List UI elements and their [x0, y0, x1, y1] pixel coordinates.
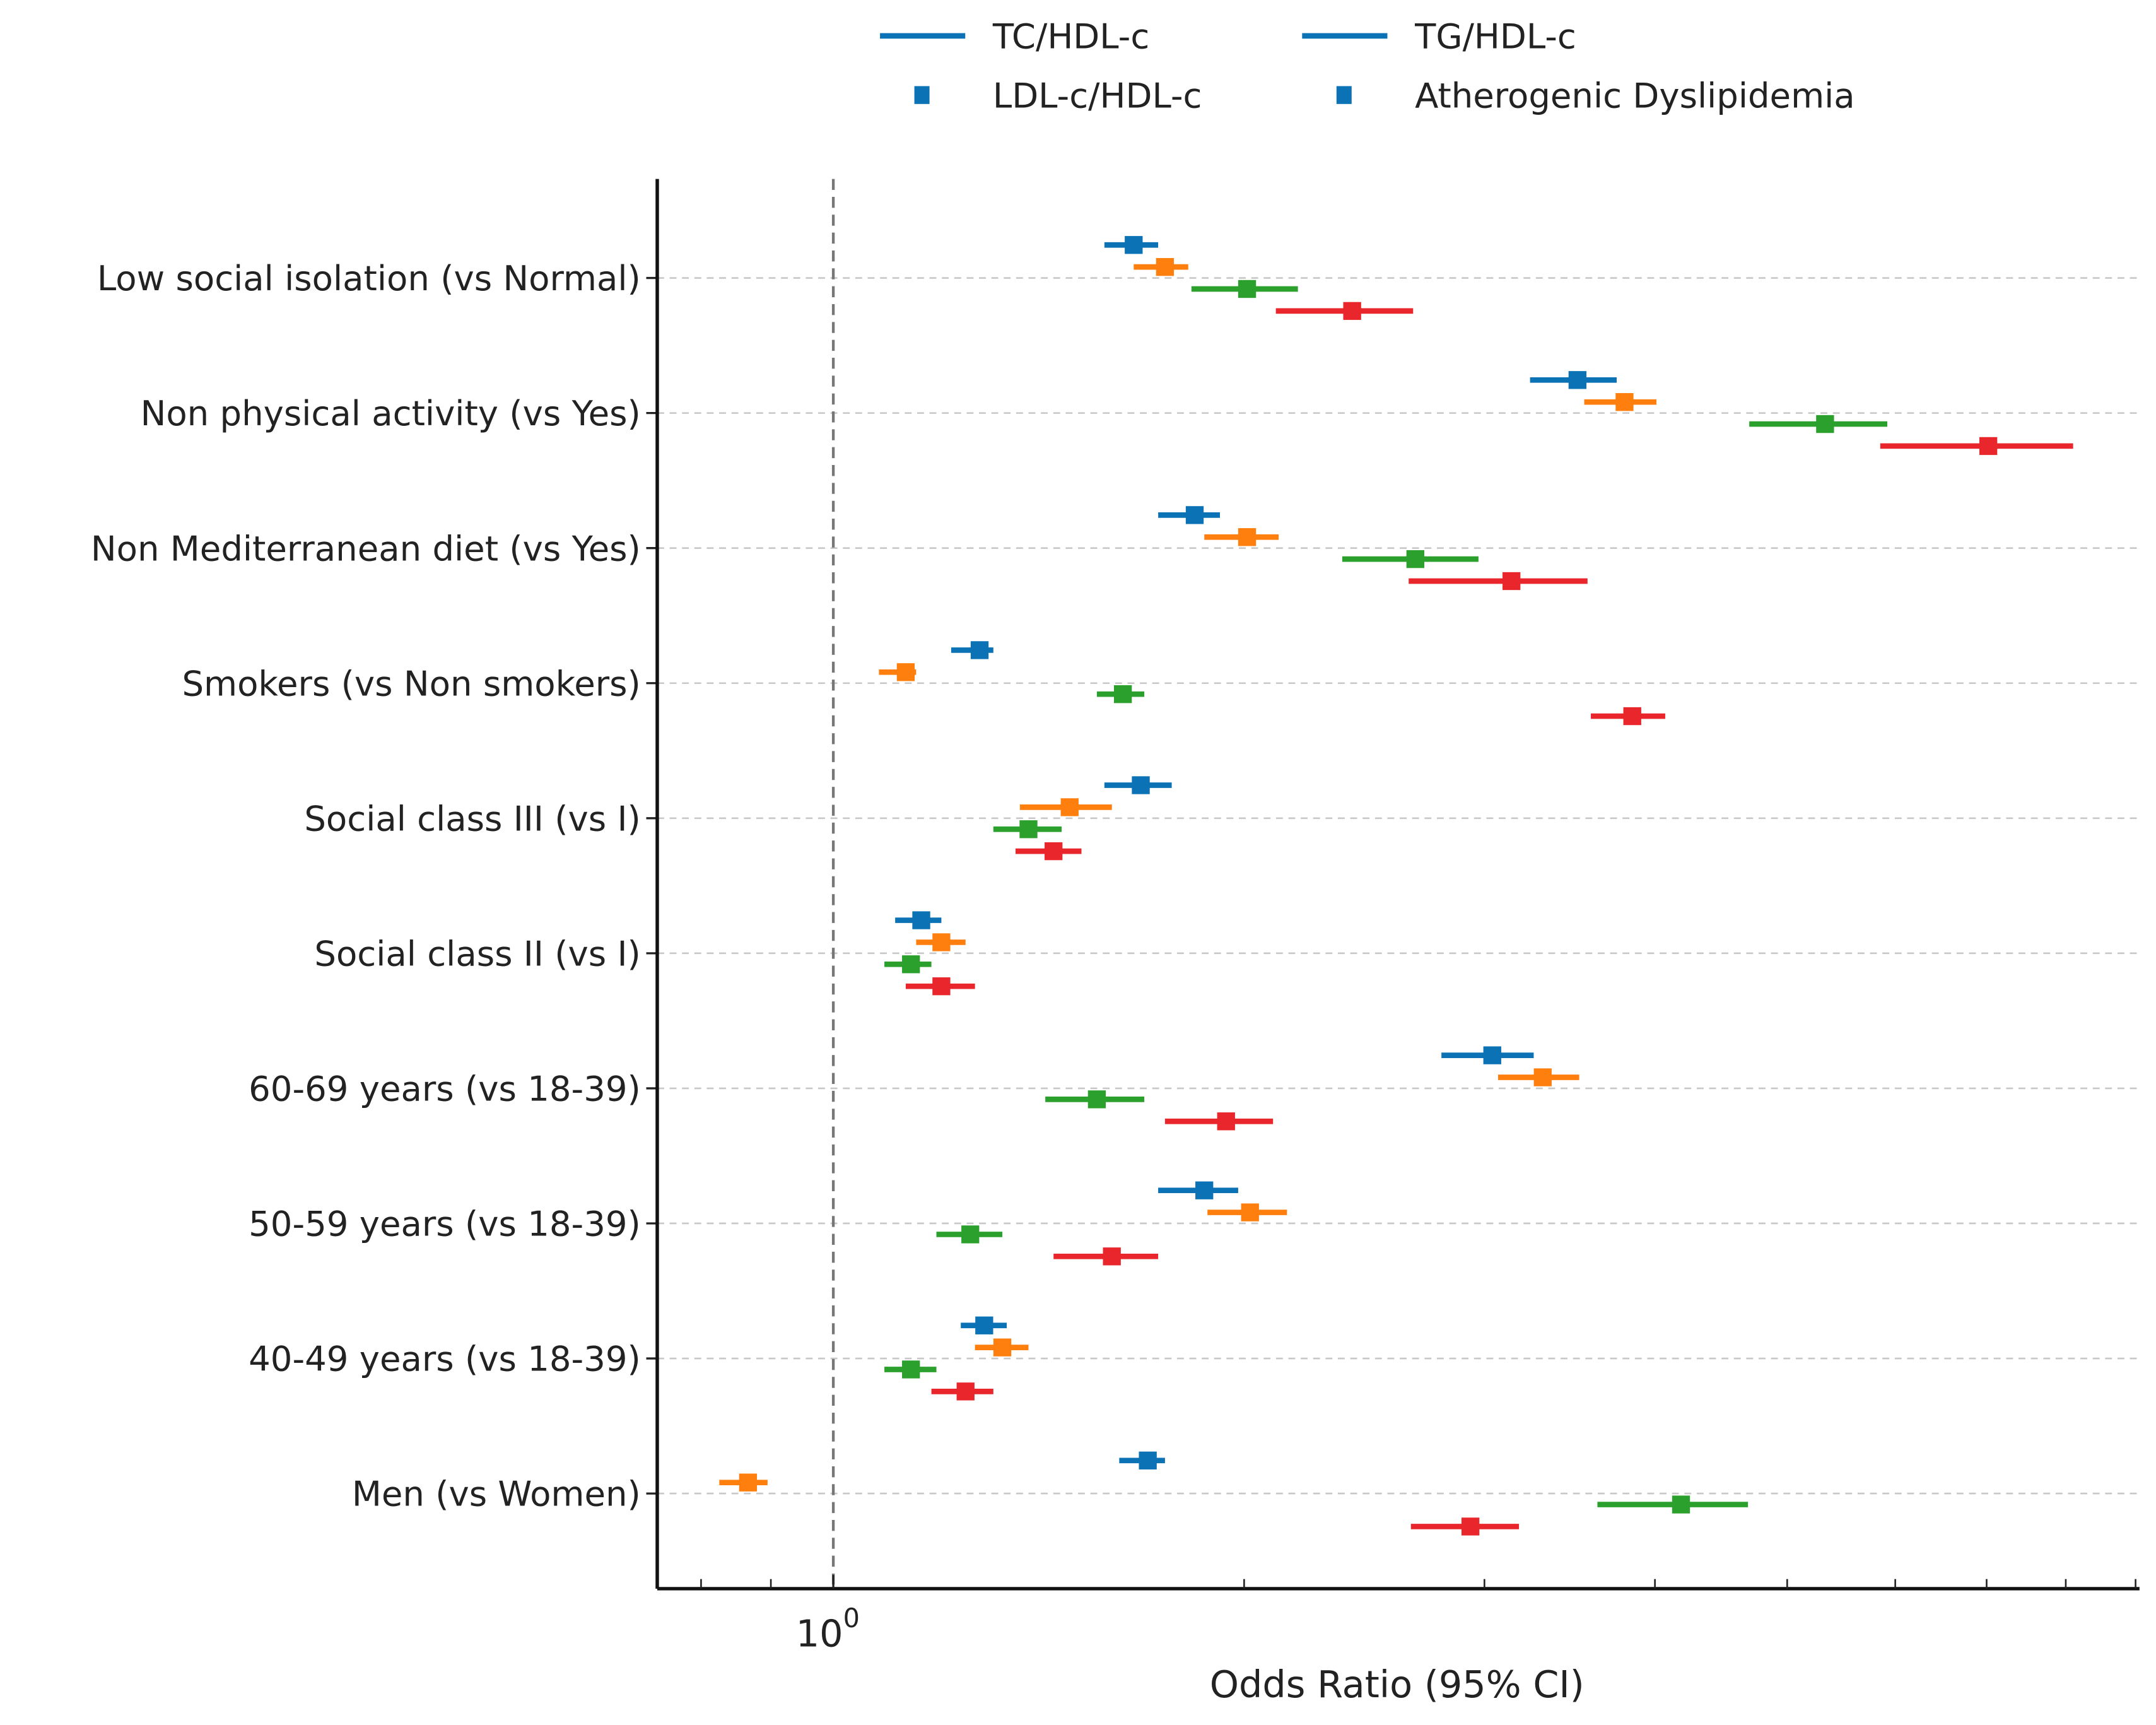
- or-point: [1060, 798, 1079, 816]
- legend-item: TC/HDL-c: [880, 16, 1149, 57]
- legend-item: Atherogenic Dyslipidemia: [1336, 75, 1855, 115]
- or-point: [1045, 842, 1063, 861]
- or-point: [1139, 1451, 1157, 1469]
- or-point: [1672, 1495, 1690, 1514]
- or-point: [902, 955, 920, 974]
- y-tick-label: Men (vs Women): [352, 1474, 641, 1514]
- or-point: [1623, 707, 1641, 726]
- or-point: [975, 1316, 993, 1334]
- or-point: [1343, 302, 1361, 321]
- y-tick-label: 40-49 years (vs 18-39): [249, 1339, 641, 1379]
- or-point: [1503, 572, 1521, 591]
- y-tick-label: Social class II (vs I): [314, 933, 640, 974]
- or-point: [1568, 371, 1587, 389]
- or-point: [1113, 685, 1132, 704]
- or-point: [1103, 1247, 1121, 1266]
- or-point: [896, 663, 915, 681]
- y-tick-label: Social class III (vs I): [304, 798, 640, 839]
- or-point: [912, 911, 930, 929]
- y-tick-label: 50-59 years (vs 18-39): [249, 1204, 641, 1244]
- or-point: [739, 1473, 758, 1492]
- legend-square-icon: [914, 86, 930, 104]
- x-axis-title: Odds Ratio (95% CI): [1210, 1663, 1585, 1706]
- or-point: [1461, 1517, 1480, 1536]
- or-point: [1195, 1181, 1214, 1199]
- legend: TC/HDL-c TG/HDL-c LDL-c/HDL-c Atherogenic D…: [880, 16, 1855, 115]
- grid-lines: [657, 179, 2140, 1589]
- y-tick-label: Non physical activity (vs Yes): [141, 393, 641, 433]
- or-point: [1238, 280, 1257, 298]
- or-point: [1132, 776, 1150, 794]
- or-point: [1156, 257, 1175, 276]
- or-point: [902, 1360, 920, 1379]
- or-point: [1241, 1203, 1259, 1222]
- or-point: [1217, 1112, 1235, 1131]
- or-point: [1185, 506, 1204, 524]
- or-point: [1483, 1046, 1501, 1064]
- legend-label: LDL-c/HDL-c: [993, 75, 1202, 115]
- or-point: [1019, 820, 1038, 839]
- legend-square-icon: [1336, 86, 1352, 104]
- or-point: [932, 977, 951, 996]
- legend-item: LDL-c/HDL-c: [914, 75, 1202, 115]
- axes: Low social isolation (vs Normal) Non phys…: [91, 179, 2140, 1656]
- or-point: [932, 933, 951, 951]
- y-tick-label: Non Mediterranean diet (vs Yes): [91, 528, 641, 568]
- or-point: [1533, 1068, 1552, 1086]
- legend-item: TG/HDL-c: [1302, 16, 1576, 57]
- y-tick-label: Smokers (vs Non smokers): [182, 663, 640, 704]
- or-point: [961, 1225, 980, 1244]
- y-tick-label: Low social isolation (vs Normal): [97, 258, 641, 298]
- data-marks: [719, 236, 2073, 1536]
- or-point: [1238, 528, 1257, 546]
- legend-label: TG/HDL-c: [1414, 16, 1576, 57]
- x-tick-label: 100: [796, 1603, 860, 1656]
- legend-label: TC/HDL-c: [992, 16, 1149, 57]
- legend-label: Atherogenic Dyslipidemia: [1415, 75, 1855, 115]
- or-point: [993, 1338, 1012, 1357]
- y-tick-label: 60-69 years (vs 18-39): [249, 1069, 641, 1109]
- or-point: [1816, 415, 1834, 433]
- or-point: [956, 1382, 975, 1401]
- or-point: [1087, 1090, 1106, 1109]
- or-point: [1406, 550, 1425, 568]
- or-point: [1125, 236, 1143, 254]
- or-point: [1979, 437, 1998, 456]
- x-tick-label-exponent: 0: [843, 1603, 860, 1634]
- x-tick-label-base: 10: [796, 1612, 843, 1656]
- or-point: [1615, 393, 1634, 411]
- or-point: [970, 641, 989, 659]
